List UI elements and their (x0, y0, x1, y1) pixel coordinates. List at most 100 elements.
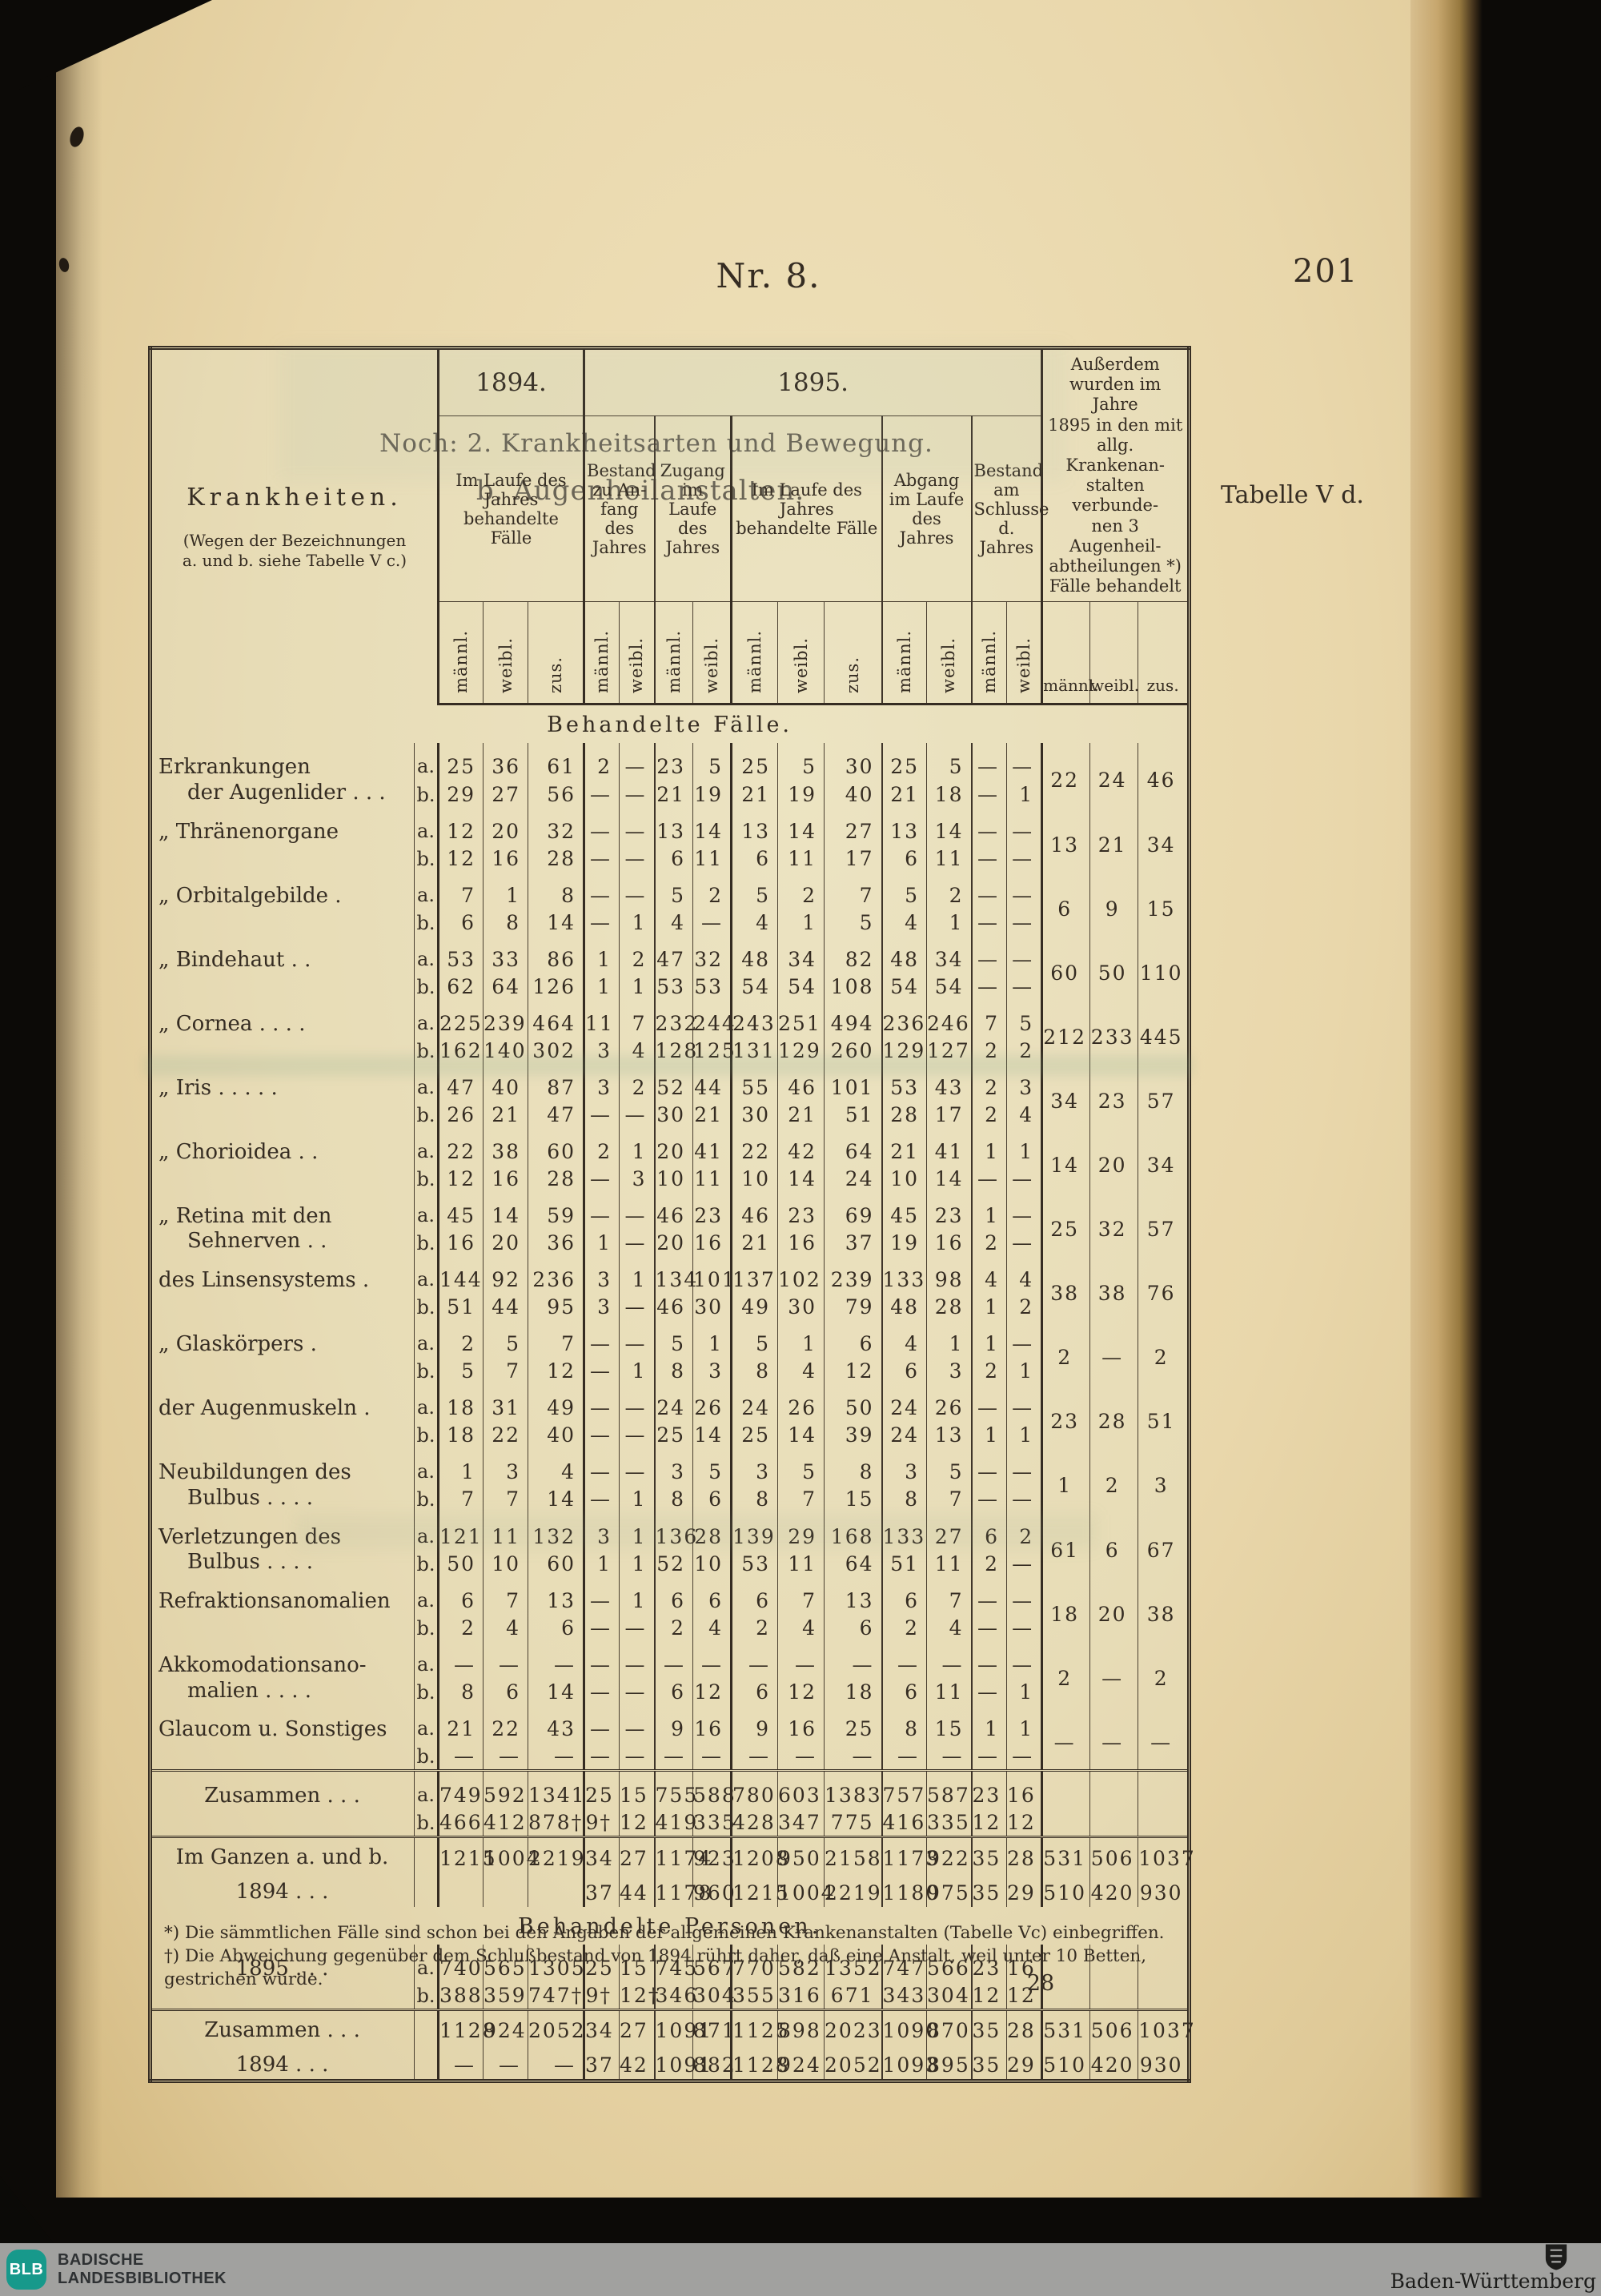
value-cell: 13 (527, 1577, 584, 1614)
value-cell: — (619, 807, 655, 845)
value-cell: 49 (730, 1293, 778, 1321)
outer-value-cell: — (1089, 1705, 1138, 1771)
value-cell: 46 (730, 1191, 778, 1229)
value-cell: 60 (527, 1549, 584, 1577)
value-cell: 5 (692, 743, 732, 781)
sub-row-letter: b. (414, 1742, 439, 1771)
value-cell: — (926, 1742, 972, 1771)
sub-row-letter: b. (414, 1036, 439, 1064)
sub-row-letter (414, 1873, 439, 1907)
value-cell: — (619, 1641, 655, 1679)
value-cell: 102 (777, 1256, 825, 1294)
outer-value-cell: 2 (1089, 1448, 1138, 1513)
value-cell: 8 (730, 1357, 778, 1385)
value-cell: 3 (730, 1448, 778, 1486)
value-cell: 587 (926, 1769, 972, 1809)
outer-value-cell: — (1089, 1641, 1138, 1706)
value-cell: 82 (824, 935, 882, 973)
sub-row-letter: b. (414, 1357, 439, 1385)
sub-row-letter: b. (414, 1485, 439, 1513)
value-cell: 21 (730, 1228, 778, 1257)
outer-value-cell: 23 (1041, 1384, 1090, 1449)
value-cell: 6 (881, 1678, 927, 1706)
value-cell: 1178 (653, 1873, 711, 1907)
value-cell: 8 (437, 1678, 484, 1706)
row-label: der Augenmuskeln . (158, 1396, 371, 1421)
value-cell: 1 (619, 1485, 655, 1513)
value-cell (483, 1873, 528, 1907)
value-cell: 29 (777, 1512, 825, 1550)
value-cell: 7 (824, 871, 882, 909)
value-cell: 64 (824, 1549, 882, 1577)
coat-of-arms-icon (1545, 2244, 1567, 2270)
value-cell: 11 (692, 844, 732, 872)
value-cell: 12† (619, 1981, 658, 2010)
value-cell: 12 (970, 1808, 1007, 1837)
value-cell: 19 (777, 780, 825, 808)
value-cell: 44 (619, 1873, 655, 1907)
value-cell: — (619, 844, 655, 872)
value-cell: 346 (653, 1981, 696, 2010)
outer-value-cell: — (1138, 1705, 1190, 1771)
disease-row-a: Erkrankungen der Augenlider . . . a. 25 36 61… (150, 743, 1190, 808)
disease-row-b: b. — — — — — — — — — — — — — — (150, 1742, 1190, 1771)
disease-row-a: Verletzungen des Bulbus . . . . a. 121 11 132… (150, 1512, 1190, 1577)
value-cell: 2 (970, 1063, 1007, 1101)
value-cell: 23 (926, 1191, 972, 1229)
outer-value-cell: 506 (1089, 1836, 1138, 1873)
value-cell: 2219 (527, 1836, 584, 1873)
value-cell: 775 (824, 1808, 882, 1837)
value-cell: 17 (926, 1100, 972, 1128)
outer-value-cell (1089, 1944, 1138, 2010)
outer-value-cell: 930 (1138, 1873, 1190, 1907)
sub-row-letter: a. (414, 871, 439, 909)
value-cell: — (619, 1100, 655, 1128)
value-cell: 14 (692, 807, 732, 845)
value-cell: 16 (777, 1228, 825, 1257)
value-cell: 1 (1006, 1357, 1042, 1385)
value-cell: 6 (824, 1614, 882, 1641)
value-cell: 86 (527, 935, 584, 973)
value-cell: 51 (881, 1549, 927, 1577)
value-cell: 127 (926, 1036, 972, 1064)
value-cell: 25 (583, 1944, 620, 1981)
value-cell: 21 (483, 1100, 528, 1128)
col-weibl: weibl. (692, 601, 732, 706)
row-label: Zusammen . . . (150, 2008, 415, 2045)
value-cell: — (1006, 807, 1042, 845)
value-cell: 1093 (881, 2045, 938, 2081)
value-cell: 464 (527, 999, 584, 1037)
value-cell: 7 (926, 1577, 972, 1614)
value-cell: 5 (692, 1448, 732, 1486)
value-cell: — (970, 1577, 1007, 1614)
row-label: des Linsensystems . (158, 1268, 370, 1293)
value-cell: 246 (926, 999, 972, 1037)
binding-shadow (56, 0, 102, 2198)
group-abgang: Abgang im Laufe des Jahres (881, 415, 972, 603)
value-cell: 12 (527, 1357, 584, 1385)
value-cell: 1215 (437, 1836, 496, 1873)
footnotes: *) Die sämmtlichen Fälle sind schon bei … (164, 1923, 1165, 1990)
sub-row-letter: b. (414, 844, 439, 872)
value-cell: 8 (881, 1705, 927, 1743)
col-weibl: weibl. (1089, 601, 1139, 706)
disease-row-a: „ Chorioidea . . a. 22 38 60 2 1 20 41 22 42 64 21 41… (150, 1127, 1190, 1192)
value-cell: 30 (824, 743, 882, 781)
value-cell: — (437, 1742, 484, 1771)
sub-row-letter: b. (414, 1293, 439, 1321)
value-cell: 6 (730, 844, 778, 872)
value-cell: 37 (583, 2045, 620, 2081)
value-cell: 53 (653, 972, 693, 1000)
value-cell: 7 (483, 1577, 528, 1614)
outer-value-cell: — (1041, 1705, 1090, 1771)
value-cell: 1004 (777, 1873, 834, 1907)
value-cell: 12 (692, 1678, 732, 1706)
value-cell: — (881, 1641, 927, 1679)
value-cell: 4 (777, 1357, 825, 1385)
value-cell: 2 (970, 1357, 1007, 1385)
value-cell: 46 (653, 1191, 693, 1229)
value-cell: 37 (583, 1873, 620, 1907)
outer-value-cell: 6 (1041, 871, 1090, 936)
value-cell: 23 (653, 743, 693, 781)
disease-row-b: b. 6 8 14—1 4—4 1 5 4 1— — (150, 908, 1190, 936)
